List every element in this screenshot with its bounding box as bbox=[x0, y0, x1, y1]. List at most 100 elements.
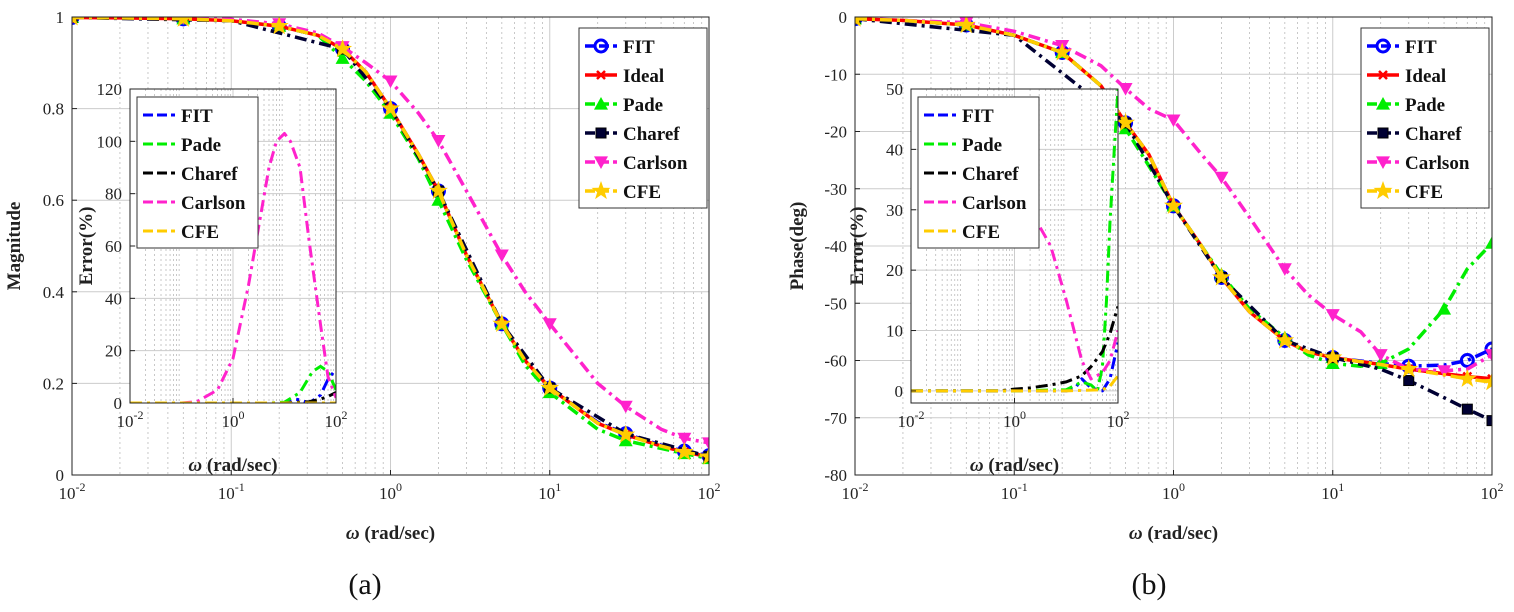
panel-a-main-x-tick-label: 101 bbox=[538, 480, 561, 503]
panel-b-main-y-axis-label: Phase(deg) bbox=[787, 202, 808, 291]
panel-b-main-x-tick-label: 100 bbox=[1162, 480, 1185, 503]
panel-a-main-legend-cfe-marker bbox=[591, 181, 611, 200]
panel-a-main-legend-carlson-label: Carlson bbox=[623, 153, 688, 174]
panel-b-main-series-charef-marker bbox=[1403, 375, 1415, 387]
panel-b-inset-series-fit-line bbox=[911, 342, 1118, 393]
panel-b-main-series-carlson-marker bbox=[1118, 82, 1133, 96]
panel-b-inset-x-tick-label: 10-2 bbox=[898, 408, 925, 431]
panel-a-main-y-tick-label: 0.2 bbox=[43, 374, 64, 393]
panel-b-main-series-carlson-marker bbox=[1166, 114, 1181, 128]
panel-b-main-series-cfe-marker bbox=[1482, 372, 1492, 391]
panel-a-main-legend-ideal-label: Ideal bbox=[623, 66, 664, 87]
panel-a-main-series-cfe-marker bbox=[616, 424, 636, 443]
panel-a-main-series-cfe-marker bbox=[674, 442, 694, 461]
panel-b: (b) 10-2 10-1 100 101 102-80-70-60-50-40-30-… bbox=[787, 8, 1504, 601]
panel-b-inset-legend-fit-label: FIT bbox=[962, 106, 994, 127]
panel-b-main-series-pade-marker bbox=[1437, 301, 1452, 315]
panel-a-main-legend-fit-label: FIT bbox=[623, 37, 655, 58]
panel-b-main-series-cfe-marker bbox=[956, 17, 976, 34]
panel-a-main-series-carlson-marker bbox=[702, 437, 709, 450]
panel-a-inset-x-tick-label: 102 bbox=[325, 408, 348, 431]
panel-b-main-legend-pade-label: Pade bbox=[1405, 95, 1445, 116]
panel-a-inset-legend-carlson-label: Carlson bbox=[181, 193, 246, 214]
panel-b-inset-x-tick-label: 100 bbox=[1003, 408, 1026, 431]
panel-b-main-series-cfe-marker bbox=[1323, 347, 1343, 366]
panel-b-main-series-fit-marker bbox=[1459, 353, 1475, 368]
panel-b-main-legend-fit-label: FIT bbox=[1405, 37, 1437, 58]
panel-a-inset-series-group bbox=[130, 132, 336, 403]
panel-a-inset-x-axis-label: ω (rad/sec) bbox=[188, 455, 277, 476]
panel-b-main-series-cfe-marker bbox=[1052, 42, 1072, 61]
panel-a-inset-series-carlson-line bbox=[130, 132, 336, 403]
panel-a-main-legend-pade-label: Pade bbox=[623, 95, 663, 116]
panel-a-inset-y-tick-label: 120 bbox=[97, 80, 123, 99]
panel-a-inset-legend: FIT Pade Charef Carlson CFE bbox=[136, 96, 259, 249]
panel-b-inset-series-cfe-line bbox=[911, 374, 1118, 393]
panel-b-main-y-tick-label: -70 bbox=[824, 409, 847, 428]
panel-a-inset-y-tick-label: 40 bbox=[105, 289, 122, 308]
panel-b-main-legend-pade-marker bbox=[1376, 97, 1390, 110]
panel-b-main-series-carlson-marker bbox=[1373, 349, 1388, 362]
panel-b-inset-y-tick-label: 50 bbox=[886, 80, 903, 99]
panel-b-main-x-tick-label: 10-2 bbox=[842, 480, 869, 503]
panel-a-inset-y-tick-label: 20 bbox=[105, 342, 122, 361]
panel-a-main-legend: FIT Ideal Pade Charef Carlson CFE bbox=[578, 27, 708, 209]
panel-a-main-x-axis-label: ω (rad/sec) bbox=[346, 523, 435, 544]
panel-a-inset-y-tick-label: 100 bbox=[97, 132, 123, 151]
panel-a-main-legend-ideal-marker bbox=[596, 70, 606, 80]
panel-b-main-x-tick-label: 10-1 bbox=[1001, 480, 1028, 503]
panel-b-inset-y-tick-label: 0 bbox=[895, 382, 904, 401]
panel-a-main-legend-cfe-label: CFE bbox=[623, 182, 661, 203]
panel-b-inset-series-charef-line bbox=[911, 305, 1118, 393]
panel-a-main-series-cfe-marker bbox=[333, 39, 353, 58]
panel-a-main-series-carlson-marker bbox=[677, 432, 692, 446]
panel-a-main-y-tick-label: 0.8 bbox=[43, 100, 64, 119]
panel-a-main-series-cfe-marker bbox=[699, 446, 709, 465]
panel-a-main-series-carlson-marker bbox=[383, 75, 398, 89]
panel-b-main-series-cfe-marker bbox=[1164, 195, 1183, 214]
panel-b-main-series-charef-marker bbox=[1486, 415, 1492, 427]
panel-b-main-y-tick-label: 0 bbox=[839, 8, 848, 27]
panel-a-main-legend-pade-marker bbox=[594, 97, 608, 110]
panel-a-inset-y-tick-label: 60 bbox=[105, 237, 122, 256]
panel-a-inset-y-tick-label: 0 bbox=[114, 394, 123, 413]
panel-a-main-series-cfe-marker bbox=[175, 17, 192, 27]
panel-b-inset-legend-carlson-label: Carlson bbox=[962, 193, 1027, 214]
panel-b-main-legend-fit-marker bbox=[1375, 38, 1391, 54]
panel-b-main-legend-carlson-label: Carlson bbox=[1405, 153, 1470, 174]
panel-b-main-y-tick-label: -80 bbox=[824, 466, 847, 485]
panel-b-inset-y-tick-label: 20 bbox=[886, 261, 903, 280]
panel-b-main-legend: FIT Ideal Pade Charef Carlson CFE bbox=[1360, 27, 1490, 209]
panel-b-inset-x-tick-label: 102 bbox=[1107, 408, 1130, 431]
panel-b-main-series-fit-marker bbox=[1484, 341, 1492, 357]
panel-b-inset-y-tick-label: 30 bbox=[886, 201, 903, 220]
panel-b-main-legend-box bbox=[1360, 27, 1490, 209]
panel-b-inset-y-tick-label: 40 bbox=[886, 140, 903, 159]
panel-b-inset-legend: FIT Pade Charef Carlson CFE bbox=[917, 96, 1040, 249]
panel-b-main-series-carlson-marker bbox=[1485, 349, 1492, 362]
panel-b-main-x-tick-label: 102 bbox=[1481, 480, 1504, 503]
panel-b-main-y-tick-label: -10 bbox=[824, 65, 847, 84]
panel-a-main-y-tick-label: 0.4 bbox=[43, 283, 65, 302]
panel-a-main-x-tick-label: 100 bbox=[379, 480, 402, 503]
panel-a-inset-legend-charef-label: Charef bbox=[181, 164, 238, 185]
panel-a-main-series-pade-marker bbox=[335, 51, 350, 64]
panel-b-main-x-axis-label: ω (rad/sec) bbox=[1129, 523, 1218, 544]
panel-a-main-series-carlson-marker bbox=[542, 318, 557, 331]
panel-a-inset-x-tick-label: 10-2 bbox=[117, 408, 144, 431]
panel-a-main-y-axis-label: Magnitude bbox=[4, 202, 25, 291]
panel-a-main-y-tick-label: 1 bbox=[56, 8, 65, 27]
panel-a-inset-legend-cfe-label: CFE bbox=[181, 222, 219, 243]
panel-a-inset-legend-pade-label: Pade bbox=[181, 135, 221, 156]
panel-a-main-x-tick-label: 102 bbox=[698, 480, 721, 503]
panel-b-main-y-tick-label: -50 bbox=[824, 294, 847, 313]
panel-b-main-series-carlson-marker bbox=[1437, 365, 1452, 378]
panel-b-main-series-cfe-marker bbox=[1275, 330, 1295, 349]
panel-a-main-legend-charef-label: Charef bbox=[623, 124, 680, 145]
panel-a-main-series-carlson-marker bbox=[431, 135, 446, 148]
panel-b-main-legend-charef-label: Charef bbox=[1405, 124, 1462, 145]
panel-a-label: (a) bbox=[348, 568, 381, 601]
panel-b-inset-x-axis-label: ω (rad/sec) bbox=[970, 455, 1059, 476]
panel-b-main-y-tick-label: -40 bbox=[824, 237, 847, 256]
